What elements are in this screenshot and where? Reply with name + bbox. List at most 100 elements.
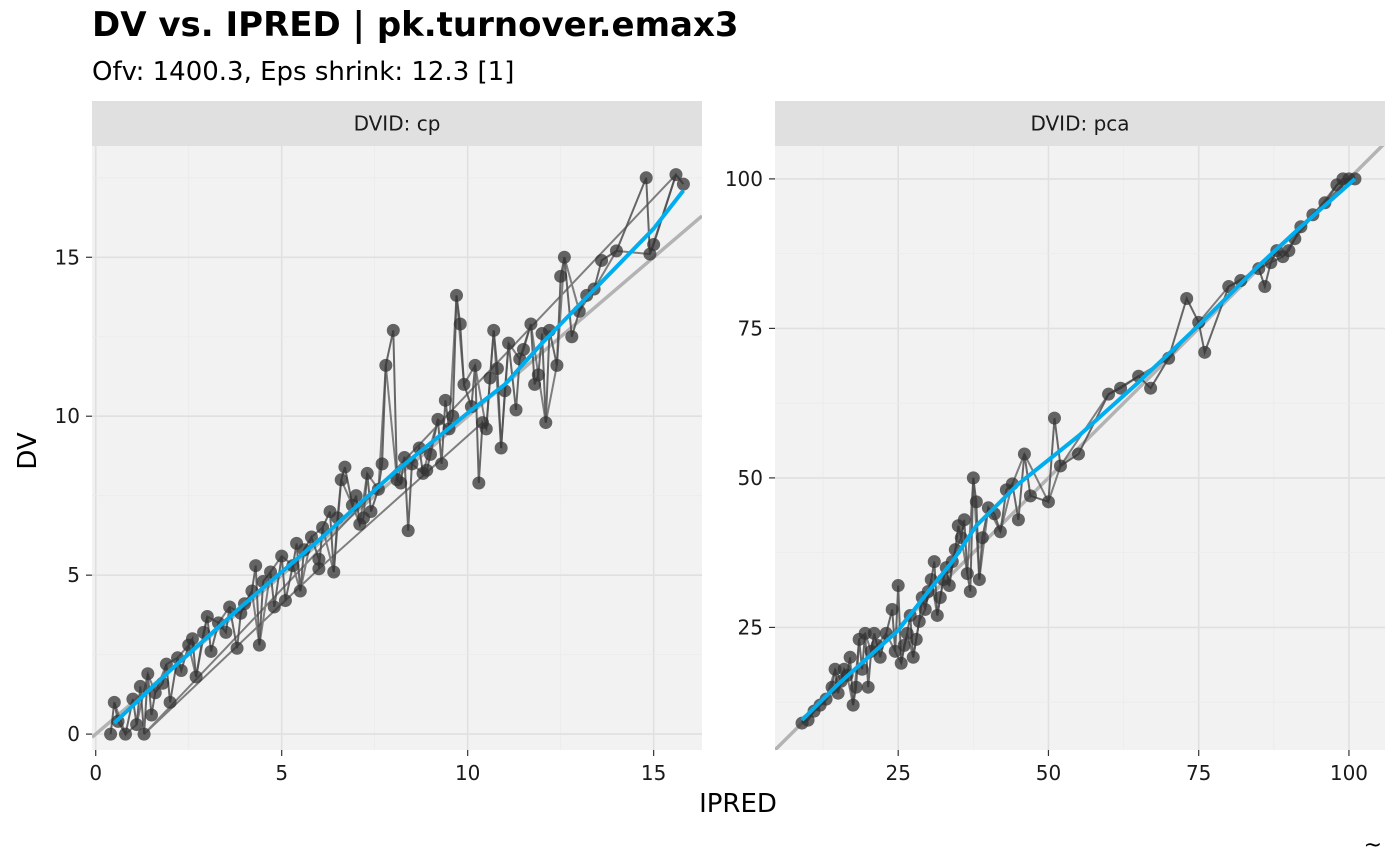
data-point xyxy=(1234,274,1248,288)
data-point xyxy=(1144,381,1158,395)
data-point xyxy=(200,609,214,623)
data-point xyxy=(104,727,118,741)
data-point xyxy=(130,718,144,732)
data-point xyxy=(360,466,374,480)
data-point xyxy=(966,471,980,485)
data-point xyxy=(204,644,218,658)
x-tick-label: 15 xyxy=(641,761,666,785)
data-point xyxy=(843,650,857,664)
data-point xyxy=(609,244,623,258)
data-point xyxy=(483,371,497,385)
data-point xyxy=(894,656,908,670)
data-point xyxy=(334,473,348,487)
data-point xyxy=(349,489,363,503)
data-point xyxy=(278,594,292,608)
data-point xyxy=(930,608,944,622)
facet-pca: DVID: pca 25 50 75 100 25 50 75 100 xyxy=(725,101,1385,785)
data-point xyxy=(338,460,352,474)
data-point xyxy=(554,269,568,283)
data-point xyxy=(133,679,147,693)
data-point xyxy=(386,323,400,337)
data-point xyxy=(565,330,579,344)
y-tick-label: 5 xyxy=(67,563,80,587)
data-point xyxy=(275,549,289,563)
data-point xyxy=(897,638,911,652)
data-point xyxy=(145,708,159,722)
data-point xyxy=(118,727,132,741)
data-point xyxy=(1053,459,1067,473)
data-point xyxy=(420,463,434,477)
data-point xyxy=(993,525,1007,539)
data-point xyxy=(550,358,564,372)
data-point xyxy=(975,531,989,545)
y-tick-label: 10 xyxy=(55,404,80,428)
data-point xyxy=(286,559,300,573)
data-point xyxy=(252,638,266,652)
data-point xyxy=(312,552,326,566)
data-point xyxy=(394,476,408,490)
data-point xyxy=(316,520,330,534)
y-tick-label: 100 xyxy=(725,167,763,191)
data-point xyxy=(446,409,460,423)
facet-strip-label: DVID: pca xyxy=(1030,112,1129,136)
x-axis-title: IPRED xyxy=(699,789,777,819)
data-point xyxy=(1198,345,1212,359)
x-tick-label: 100 xyxy=(1330,761,1368,785)
data-point xyxy=(557,250,571,264)
data-point xyxy=(267,600,281,614)
data-point xyxy=(1258,280,1272,294)
data-point xyxy=(828,662,842,676)
data-point xyxy=(927,555,941,569)
facet-strip xyxy=(775,101,1385,146)
data-point xyxy=(1282,244,1296,258)
data-point xyxy=(230,641,244,655)
data-point xyxy=(312,562,326,576)
data-point xyxy=(942,579,956,593)
facet-strip-label: DVID: cp xyxy=(354,112,441,136)
data-point xyxy=(647,238,661,252)
data-point xyxy=(468,358,482,372)
data-point xyxy=(846,698,860,712)
data-point xyxy=(438,393,452,407)
data-point xyxy=(918,602,932,616)
data-point xyxy=(174,664,188,678)
data-point xyxy=(909,632,923,646)
smooth-line xyxy=(112,189,685,725)
data-point xyxy=(219,625,233,639)
data-point xyxy=(906,650,920,664)
data-point xyxy=(293,584,307,598)
data-point xyxy=(873,650,887,664)
data-point xyxy=(1114,381,1128,395)
data-point xyxy=(1192,315,1206,329)
data-point xyxy=(969,495,983,509)
data-point xyxy=(249,559,263,573)
data-point xyxy=(531,368,545,382)
data-point xyxy=(476,416,490,430)
data-point xyxy=(960,567,974,581)
data-point xyxy=(1047,411,1061,425)
y-tick-label: 75 xyxy=(738,316,763,340)
data-point xyxy=(933,591,947,605)
data-point xyxy=(431,412,445,426)
data-point xyxy=(861,680,875,694)
data-point xyxy=(639,171,653,185)
x-tick-label: 25 xyxy=(885,761,910,785)
data-point xyxy=(304,530,318,544)
x-tick-label: 0 xyxy=(89,761,102,785)
data-point xyxy=(159,657,173,671)
data-point xyxy=(891,579,905,593)
data-point xyxy=(141,667,155,681)
data-point xyxy=(472,476,486,490)
data-point xyxy=(972,573,986,587)
y-tick-label: 25 xyxy=(738,615,763,639)
facet-cp: DVID: cp 0 5 10 15 0 5 10 15 xyxy=(55,101,702,785)
data-point xyxy=(676,177,690,191)
data-point xyxy=(1071,447,1085,461)
data-point xyxy=(223,600,237,614)
data-point xyxy=(885,602,899,616)
x-tick-label: 5 xyxy=(275,761,288,785)
data-point xyxy=(1041,495,1055,509)
data-point xyxy=(858,626,872,640)
y-axis-title: DV xyxy=(13,432,43,470)
data-point xyxy=(490,362,504,376)
